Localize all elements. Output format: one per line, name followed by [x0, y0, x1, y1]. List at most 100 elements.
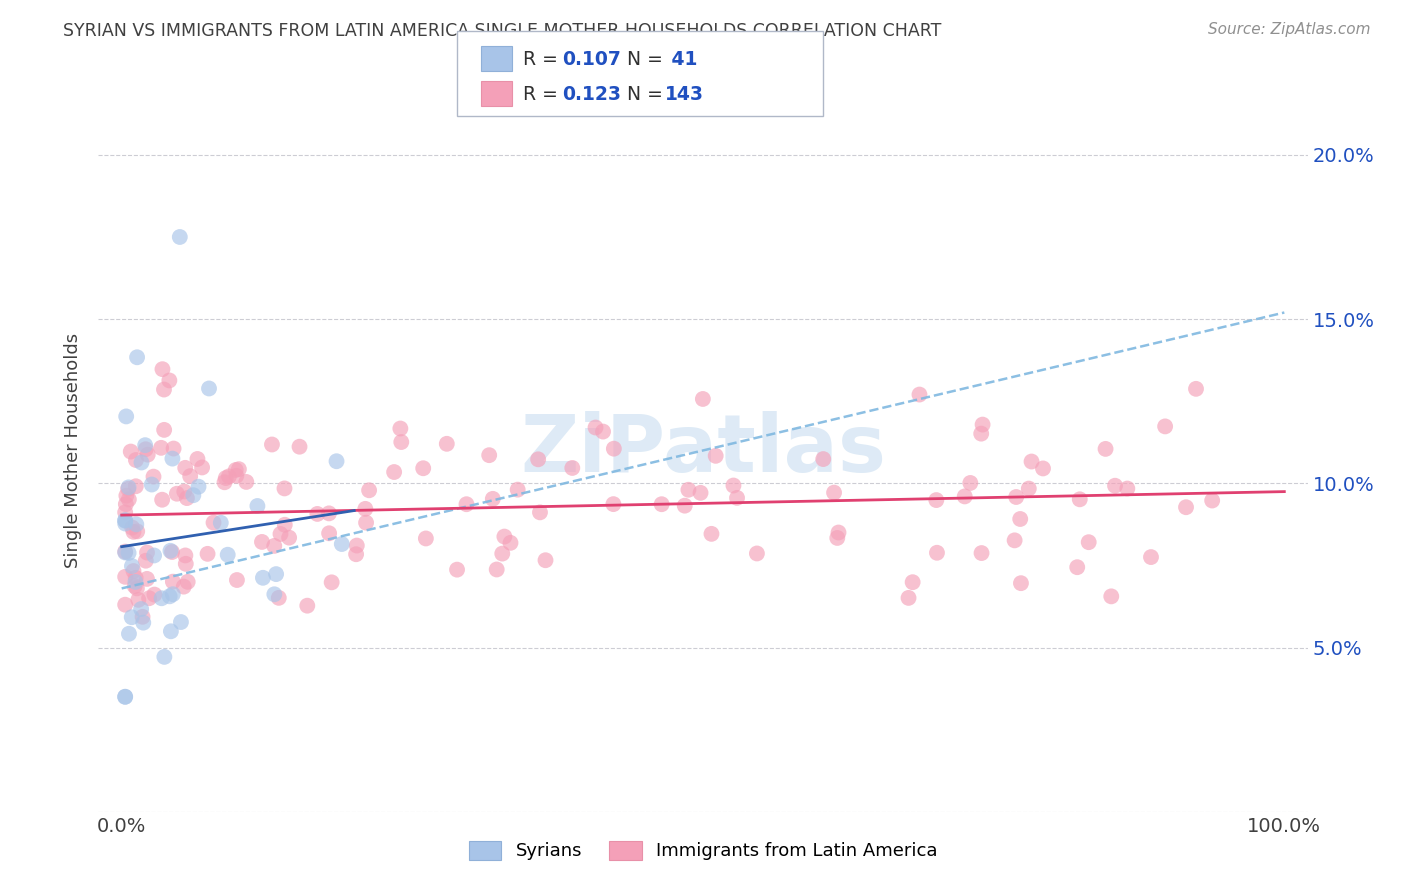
Point: [114, 544, 136, 558]
Point: [125, 479, 148, 493]
Point: [481, 491, 503, 506]
Point: [602, 497, 624, 511]
Point: [527, 452, 550, 467]
Point: [529, 505, 551, 519]
Point: [143, 549, 166, 563]
Point: [114, 690, 136, 704]
Text: 143: 143: [665, 86, 704, 104]
Point: [122, 564, 145, 578]
Point: [136, 572, 159, 586]
Point: [901, 575, 924, 590]
Point: [162, 574, 184, 589]
Point: [260, 437, 283, 451]
Point: [157, 374, 180, 388]
Point: [127, 351, 149, 365]
Point: [169, 230, 191, 244]
Point: [217, 548, 239, 562]
Point: [125, 517, 148, 532]
Point: [198, 382, 221, 396]
Point: [153, 423, 176, 437]
Point: [1018, 482, 1040, 496]
Point: [252, 571, 274, 585]
Point: [925, 546, 948, 560]
Point: [186, 452, 208, 467]
Point: [118, 492, 141, 507]
Legend: Syrians, Immigrants from Latin America: Syrians, Immigrants from Latin America: [461, 833, 945, 868]
Point: [136, 448, 159, 462]
Point: [153, 649, 176, 664]
Point: [114, 516, 136, 531]
Point: [114, 690, 136, 704]
Point: [274, 517, 297, 532]
Point: [723, 478, 745, 492]
Point: [288, 440, 311, 454]
Point: [114, 598, 136, 612]
Point: [269, 527, 291, 541]
Point: [412, 461, 434, 475]
Y-axis label: Single Mother Households: Single Mother Households: [65, 333, 83, 568]
Point: [127, 592, 149, 607]
Point: [202, 516, 225, 530]
Point: [321, 575, 343, 590]
Point: [678, 483, 700, 497]
Point: [162, 442, 184, 456]
Point: [972, 417, 994, 432]
Point: [1154, 419, 1177, 434]
Point: [725, 491, 748, 505]
Point: [970, 426, 993, 441]
Point: [124, 574, 146, 589]
Point: [176, 574, 198, 589]
Point: [214, 475, 236, 490]
Point: [225, 463, 247, 477]
Text: N =: N =: [627, 51, 669, 70]
Point: [506, 483, 529, 497]
Point: [115, 497, 138, 511]
Point: [389, 421, 412, 435]
Point: [436, 437, 458, 451]
Point: [162, 587, 184, 601]
Point: [325, 454, 347, 468]
Point: [267, 591, 290, 605]
Point: [115, 409, 138, 424]
Point: [124, 579, 146, 593]
Point: [162, 451, 184, 466]
Point: [131, 609, 153, 624]
Point: [382, 465, 405, 479]
Point: [651, 497, 673, 511]
Point: [143, 588, 166, 602]
Point: [117, 482, 139, 496]
Text: 0.107: 0.107: [562, 51, 621, 70]
Point: [297, 599, 319, 613]
Point: [264, 567, 287, 582]
Point: [153, 383, 176, 397]
Point: [215, 471, 238, 485]
Point: [142, 469, 165, 483]
Point: [585, 420, 607, 434]
Point: [120, 444, 142, 458]
Point: [191, 460, 214, 475]
Point: [953, 490, 976, 504]
Point: [173, 580, 195, 594]
Point: [1005, 490, 1028, 504]
Text: R =: R =: [523, 51, 564, 70]
Point: [561, 461, 583, 475]
Point: [127, 524, 149, 539]
Point: [121, 520, 143, 534]
Point: [344, 547, 367, 561]
Point: [174, 549, 197, 563]
Point: [1069, 492, 1091, 507]
Point: [129, 602, 152, 616]
Point: [118, 626, 141, 640]
Point: [179, 469, 201, 483]
Point: [218, 469, 240, 483]
Point: [124, 571, 146, 585]
Point: [273, 482, 295, 496]
Point: [278, 531, 301, 545]
Point: [114, 513, 136, 527]
Point: [1175, 500, 1198, 515]
Point: [114, 570, 136, 584]
Point: [125, 453, 148, 467]
Text: SYRIAN VS IMMIGRANTS FROM LATIN AMERICA SINGLE MOTHER HOUSEHOLDS CORRELATION CHA: SYRIAN VS IMMIGRANTS FROM LATIN AMERICA …: [63, 22, 942, 40]
Point: [478, 448, 501, 462]
Point: [491, 547, 513, 561]
